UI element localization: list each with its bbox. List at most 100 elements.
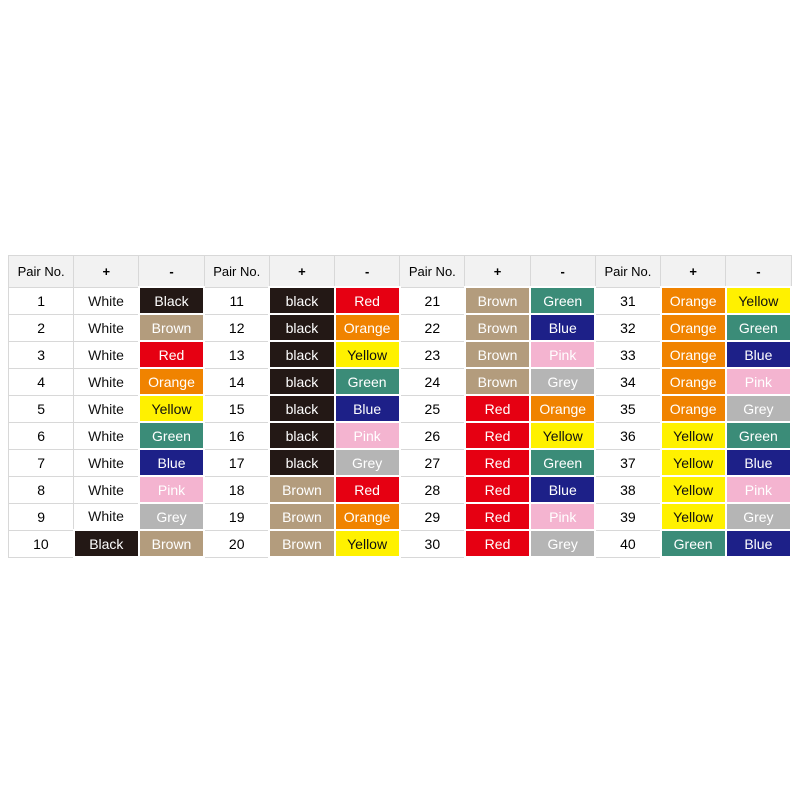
wire-color: Brown	[463, 313, 532, 342]
pair-number: 20	[203, 529, 270, 558]
data-row: 3 White Red 13 black Yellow 23 Brown Pink 33 Orang…	[7, 340, 793, 369]
pair-number: 40	[594, 529, 662, 558]
wire-color: Grey	[529, 367, 597, 396]
wire-color: White	[73, 286, 140, 315]
wire-color: Red	[463, 529, 532, 558]
wire-color: Yellow	[724, 286, 793, 315]
pair-number: 13	[203, 340, 270, 369]
pair-number: 28	[399, 475, 466, 504]
pair-table-wrap: Pair No. + - Pair No. + - Pair No. + - Pair No. + -…	[7, 255, 793, 558]
pair-number: 17	[203, 448, 270, 477]
pair-number: 1	[7, 286, 75, 315]
header-row: Pair No. + - Pair No. + - Pair No. + - Pair No. + -	[7, 255, 792, 288]
wire-color: Green	[333, 367, 401, 396]
pair-number: 9	[7, 502, 75, 531]
wire-color: Orange	[659, 340, 727, 369]
header-cell: -	[529, 255, 596, 288]
wire-color: black	[268, 340, 336, 369]
pair-number: 16	[203, 421, 270, 450]
wire-color: White	[73, 421, 140, 450]
pair-number: 33	[594, 340, 662, 369]
wire-color: Pink	[724, 367, 793, 396]
header-cell: Pair No.	[203, 255, 270, 288]
pair-number: 3	[7, 340, 75, 369]
wire-color: Yellow	[333, 340, 401, 369]
wire-color: Yellow	[659, 502, 727, 531]
pair-number: 36	[594, 421, 662, 450]
wire-color: Grey	[724, 502, 793, 531]
wire-color: Brown	[137, 529, 206, 558]
wire-color: Orange	[659, 313, 727, 342]
pair-number: 5	[7, 394, 75, 423]
wire-color: White	[73, 313, 140, 342]
wire-color: Black	[72, 529, 140, 558]
wire-color: Red	[463, 502, 532, 531]
wire-color: Green	[724, 421, 793, 450]
pair-number: 35	[594, 394, 662, 423]
pair-number: 23	[399, 340, 466, 369]
wire-color: Orange	[659, 286, 727, 315]
header-cell: -	[725, 255, 792, 288]
wire-color: Red	[463, 421, 532, 450]
pair-number: 38	[594, 475, 662, 504]
pair-number: 11	[203, 286, 270, 315]
wire-color: black	[268, 448, 336, 477]
wire-color: Red	[463, 448, 532, 477]
data-row: 6 White Green 16 black Pink 26 Red Yellow 36 Yello…	[7, 421, 793, 450]
pair-number: 34	[594, 367, 662, 396]
wire-color: White	[73, 502, 140, 531]
wire-color: Pink	[333, 421, 401, 450]
header-cell: -	[138, 255, 205, 288]
pair-number: 32	[594, 313, 662, 342]
wire-color: Red	[137, 340, 206, 369]
pair-number: 24	[399, 367, 466, 396]
pair-number: 19	[203, 502, 270, 531]
wire-color: Grey	[529, 529, 597, 558]
wire-color: Brown	[268, 529, 336, 558]
wire-color: Blue	[529, 475, 597, 504]
pair-number: 37	[594, 448, 662, 477]
wire-color: Grey	[137, 502, 206, 531]
wire-color: Orange	[529, 394, 597, 423]
wire-color: Blue	[333, 394, 401, 423]
pair-number: 8	[7, 475, 75, 504]
pair-number: 30	[399, 529, 466, 558]
wire-color: black	[268, 286, 336, 315]
pair-number: 25	[399, 394, 466, 423]
wire-color: Blue	[724, 340, 793, 369]
pair-number: 31	[594, 286, 662, 315]
header-cell: +	[464, 255, 531, 288]
wire-color: Red	[463, 475, 532, 504]
wire-color: Yellow	[529, 421, 597, 450]
wire-color: Orange	[659, 394, 727, 423]
wire-color: Brown	[463, 367, 532, 396]
wire-color: Yellow	[659, 421, 727, 450]
wire-color: Pink	[137, 475, 206, 504]
pair-number: 26	[399, 421, 466, 450]
wire-color: Red	[333, 286, 401, 315]
pair-number: 10	[7, 529, 75, 558]
pair-number: 39	[594, 502, 662, 531]
pair-number: 18	[203, 475, 270, 504]
wire-color: Brown	[463, 340, 532, 369]
wire-color: Brown	[268, 475, 336, 504]
pair-number: 14	[203, 367, 270, 396]
wire-color: Orange	[333, 313, 401, 342]
wire-color: black	[268, 421, 336, 450]
wire-color: Grey	[333, 448, 401, 477]
wire-color: black	[268, 394, 336, 423]
data-row: 9 White Grey 19 Brown Orange 29 Red Pink 39 Yellow…	[7, 502, 793, 531]
wire-color: Grey	[724, 394, 793, 423]
wire-color: White	[73, 448, 140, 477]
wire-color: Brown	[137, 313, 206, 342]
wire-color: Red	[463, 394, 532, 423]
wire-color: White	[73, 367, 140, 396]
wire-color: Green	[659, 529, 727, 558]
data-row: 8 White Pink 18 Brown Red 28 Red Blue 38 Yellow Pin…	[7, 475, 793, 504]
pair-number: 6	[7, 421, 75, 450]
header-cell: +	[660, 255, 727, 288]
header-cell: Pair No.	[399, 255, 466, 288]
pair-number: 21	[399, 286, 466, 315]
wire-color: black	[268, 313, 336, 342]
